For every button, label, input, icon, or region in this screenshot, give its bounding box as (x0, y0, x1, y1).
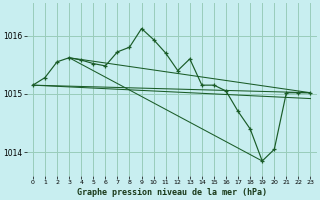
X-axis label: Graphe pression niveau de la mer (hPa): Graphe pression niveau de la mer (hPa) (77, 188, 267, 197)
